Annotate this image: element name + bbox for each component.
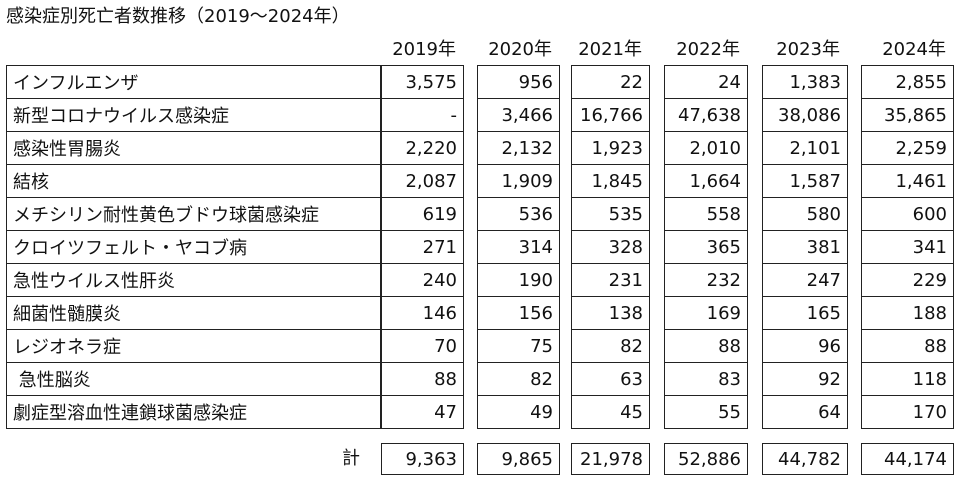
death-count-cell: 188 [861, 296, 954, 330]
death-count-cell: 1,845 [571, 164, 650, 198]
death-count-cell: 314 [477, 230, 560, 264]
death-count-cell: 47 [381, 395, 464, 429]
disease-name-cell: 細菌性髄膜炎 [6, 296, 381, 330]
death-count-cell: - [381, 98, 464, 132]
death-count-cell: 3,575 [381, 65, 464, 99]
death-count-cell: 55 [664, 395, 748, 429]
death-count-cell: 24 [664, 65, 748, 99]
death-count-cell: 558 [664, 197, 748, 231]
death-count-cell: 535 [571, 197, 650, 231]
death-count-cell: 365 [664, 230, 748, 264]
disease-name-cell: 急性脳炎 [6, 362, 381, 396]
death-count-cell: 247 [762, 263, 848, 297]
total-label: 計 [342, 448, 360, 469]
death-count-cell: 580 [762, 197, 848, 231]
death-count-cell: 3,466 [477, 98, 560, 132]
death-count-cell: 619 [381, 197, 464, 231]
death-count-cell: 2,220 [381, 131, 464, 165]
disease-name-cell: 劇症型溶血性連鎖球菌感染症 [6, 395, 381, 429]
death-count-cell: 88 [861, 329, 954, 363]
death-count-cell: 231 [571, 263, 650, 297]
death-count-cell: 16,766 [571, 98, 650, 132]
death-count-cell: 1,461 [861, 164, 954, 198]
death-count-cell: 2,101 [762, 131, 848, 165]
death-count-cell: 83 [664, 362, 748, 396]
death-count-cell: 229 [861, 263, 954, 297]
death-count-cell: 190 [477, 263, 560, 297]
death-count-cell: 88 [381, 362, 464, 396]
page-title: 感染症別死亡者数推移（2019～2024年） [6, 6, 350, 27]
death-count-cell: 47,638 [664, 98, 748, 132]
death-count-cell: 341 [861, 230, 954, 264]
disease-name-cell: 急性ウイルス性肝炎 [6, 263, 381, 297]
death-count-cell: 381 [762, 230, 848, 264]
year-header: 2024年 [882, 39, 946, 60]
death-count-cell: 1,664 [664, 164, 748, 198]
death-count-cell: 88 [664, 329, 748, 363]
disease-name-cell: レジオネラ症 [6, 329, 381, 363]
death-count-cell: 38,086 [762, 98, 848, 132]
death-count-cell: 45 [571, 395, 650, 429]
disease-name-cell: クロイツフェルト・ヤコブ病 [6, 230, 381, 264]
disease-name-cell: インフルエンザ [6, 65, 381, 99]
death-count-cell: 118 [861, 362, 954, 396]
death-count-cell: 1,909 [477, 164, 560, 198]
death-count-cell: 49 [477, 395, 560, 429]
death-count-cell: 70 [381, 329, 464, 363]
death-count-cell: 240 [381, 263, 464, 297]
disease-name-cell: 感染性胃腸炎 [6, 131, 381, 165]
year-header: 2021年 [578, 39, 642, 60]
death-count-cell: 146 [381, 296, 464, 330]
death-count-cell: 35,865 [861, 98, 954, 132]
death-count-cell: 64 [762, 395, 848, 429]
death-count-cell: 63 [571, 362, 650, 396]
total-cell: 52,886 [664, 443, 748, 475]
death-count-cell: 138 [571, 296, 650, 330]
death-count-cell: 22 [571, 65, 650, 99]
death-count-cell: 75 [477, 329, 560, 363]
death-count-cell: 1,587 [762, 164, 848, 198]
death-count-cell: 232 [664, 263, 748, 297]
year-header: 2023年 [776, 39, 840, 60]
total-cell: 21,978 [571, 443, 650, 475]
death-count-cell: 82 [571, 329, 650, 363]
total-cell: 44,782 [762, 443, 848, 475]
year-header: 2020年 [488, 39, 552, 60]
death-count-cell: 956 [477, 65, 560, 99]
disease-name-cell: 新型コロナウイルス感染症 [6, 98, 381, 132]
death-count-cell: 536 [477, 197, 560, 231]
death-count-cell: 2,259 [861, 131, 954, 165]
death-count-cell: 156 [477, 296, 560, 330]
death-count-cell: 169 [664, 296, 748, 330]
disease-name-cell: メチシリン耐性黄色ブドウ球菌感染症 [6, 197, 381, 231]
death-count-cell: 600 [861, 197, 954, 231]
disease-name-cell: 結核 [6, 164, 381, 198]
death-count-cell: 96 [762, 329, 848, 363]
death-count-cell: 170 [861, 395, 954, 429]
death-count-cell: 271 [381, 230, 464, 264]
death-count-cell: 2,132 [477, 131, 560, 165]
year-header: 2019年 [392, 39, 456, 60]
total-cell: 9,363 [381, 443, 464, 475]
death-count-cell: 2,010 [664, 131, 748, 165]
death-count-cell: 92 [762, 362, 848, 396]
total-cell: 44,174 [861, 443, 954, 475]
death-count-cell: 82 [477, 362, 560, 396]
death-count-cell: 2,855 [861, 65, 954, 99]
death-count-cell: 1,383 [762, 65, 848, 99]
death-count-cell: 2,087 [381, 164, 464, 198]
total-cell: 9,865 [477, 443, 560, 475]
death-count-cell: 1,923 [571, 131, 650, 165]
death-count-cell: 328 [571, 230, 650, 264]
death-count-cell: 165 [762, 296, 848, 330]
year-header: 2022年 [676, 39, 740, 60]
